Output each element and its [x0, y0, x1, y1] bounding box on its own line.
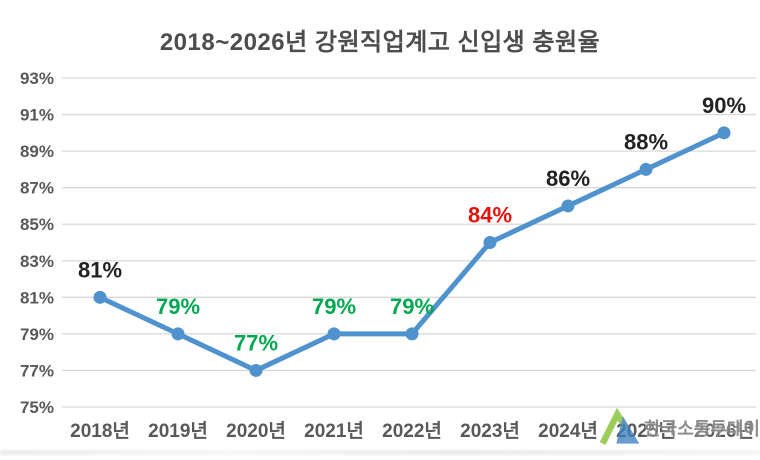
data-point-label: 81% — [78, 257, 122, 282]
data-point-label: 79% — [390, 294, 434, 319]
x-axis-tick-label: 2020년 — [226, 420, 286, 442]
y-axis-tick-label: 87% — [20, 179, 54, 198]
y-axis-tick-label: 75% — [20, 398, 54, 417]
data-point-label: 84% — [468, 203, 512, 228]
data-point-marker — [327, 327, 341, 341]
data-point-marker — [405, 327, 419, 341]
y-axis-tick-label: 85% — [20, 215, 54, 234]
x-axis-tick-label: 2023년 — [460, 420, 520, 442]
x-axis-tick-label: 2026년 — [694, 420, 754, 442]
y-axis-tick-label: 81% — [20, 288, 54, 307]
x-axis-tick-label: 2025년 — [616, 420, 676, 442]
y-axis-tick-label: 83% — [20, 252, 54, 271]
data-point-label: 88% — [624, 129, 668, 154]
x-axis-tick-label: 2018년 — [70, 420, 130, 442]
y-axis-tick-label: 79% — [20, 325, 54, 344]
y-axis-tick-label: 77% — [20, 361, 54, 380]
chart-title: 2018~2026년 강원직업계고 신입생 충원율 — [159, 29, 601, 56]
data-point-label: 86% — [546, 166, 590, 191]
data-point-label: 77% — [234, 330, 278, 355]
data-point-marker — [171, 327, 185, 341]
data-point-marker — [717, 126, 731, 140]
y-axis-tick-label: 89% — [20, 142, 54, 161]
data-point-label: 79% — [312, 294, 356, 319]
data-point-label: 79% — [156, 294, 200, 319]
data-point-label: 90% — [702, 93, 746, 118]
x-axis-tick-label: 2021년 — [304, 420, 364, 442]
x-axis-tick-label: 2024년 — [538, 420, 598, 442]
data-point-marker — [249, 363, 263, 377]
y-axis-tick-label: 91% — [20, 106, 54, 125]
data-point-marker — [561, 199, 575, 213]
data-point-marker — [93, 290, 107, 304]
data-point-marker — [483, 236, 497, 249]
data-point-marker — [639, 162, 653, 176]
y-axis-tick-label: 93% — [20, 69, 54, 88]
cropped-edge-artifact — [0, 450, 760, 455]
x-axis-tick-label: 2019년 — [148, 420, 208, 442]
x-axis-tick-label: 2022년 — [382, 420, 442, 442]
